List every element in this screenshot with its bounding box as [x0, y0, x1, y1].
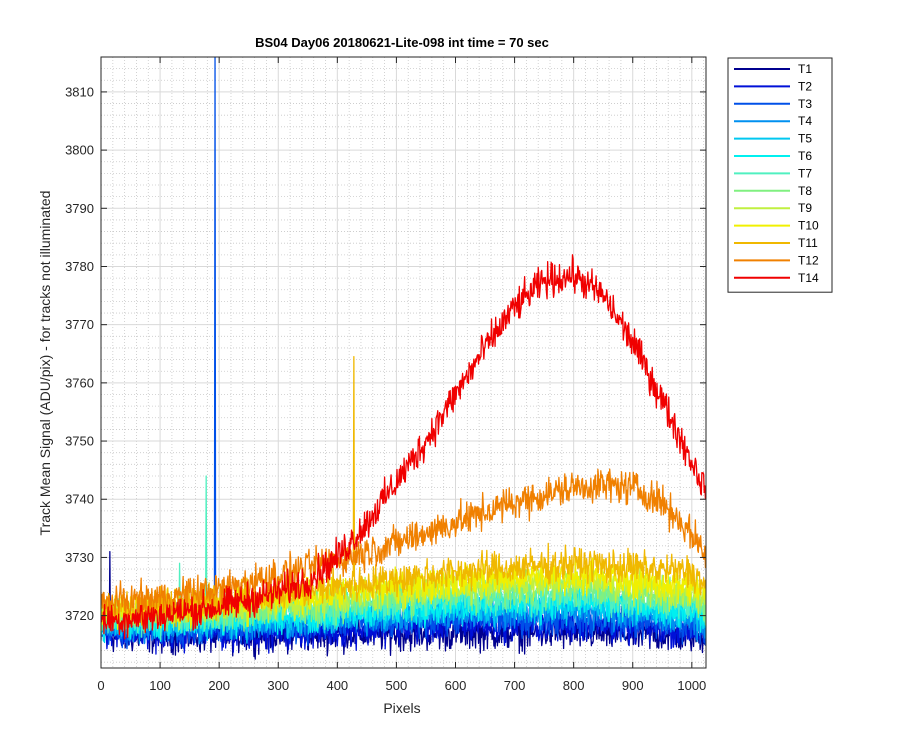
tick-layer: 0 100 200 300 400 500 600 700 800 900 1000 3720 3730…	[65, 57, 706, 693]
x-tick-label: 900	[622, 678, 644, 693]
series-line-t12	[101, 468, 706, 620]
x-tick-label: 100	[149, 678, 171, 693]
y-tick-label: 3800	[65, 143, 94, 158]
y-tick-label: 3720	[65, 608, 94, 623]
x-tick-label: 800	[563, 678, 585, 693]
chart-title: BS04 Day06 20180621-Lite-098 int time = …	[255, 35, 549, 50]
legend-box	[727, 57, 833, 293]
x-tick-label: 1000	[677, 678, 706, 693]
legend-label-t9: T9	[798, 201, 812, 215]
series-line-t11	[101, 356, 706, 628]
legend-label-t3: T3	[798, 97, 812, 111]
series-line-t14	[101, 254, 706, 640]
y-tick-label: 3780	[65, 259, 94, 274]
x-tick-label: 0	[97, 678, 104, 693]
y-tick-label: 3790	[65, 201, 94, 216]
legend-label-t8: T8	[798, 184, 812, 198]
legend-label-t1: T1	[798, 62, 812, 76]
x-tick-label: 400	[326, 678, 348, 693]
y-tick-label: 3750	[65, 434, 94, 449]
series-layer	[101, 57, 706, 660]
legend-label-t5: T5	[798, 132, 812, 146]
legend-label-t2: T2	[798, 79, 812, 93]
y-axis-title: Track Mean Signal (ADU/pix) - for tracks…	[37, 191, 53, 536]
x-tick-label: 200	[208, 678, 230, 693]
x-tick-label: 700	[504, 678, 526, 693]
legend-label-t12: T12	[798, 253, 819, 267]
legend: T1 T2 T3 T4 T5 T6 T7 T8 T9 T10 T11 T12 T14	[727, 57, 833, 293]
y-tick-label: 3730	[65, 550, 94, 565]
y-tick-label: 3810	[65, 84, 94, 99]
legend-label-t14: T14	[798, 271, 819, 285]
x-tick-label: 300	[267, 678, 289, 693]
axes-box	[100, 56, 707, 669]
x-axis-title: Pixels	[383, 700, 420, 716]
legend-label-t11: T11	[798, 236, 818, 250]
legend-label-t6: T6	[798, 149, 812, 163]
legend-label-t4: T4	[798, 114, 812, 128]
y-tick-label: 3740	[65, 492, 94, 507]
legend-label-t7: T7	[798, 166, 812, 180]
y-tick-label: 3770	[65, 317, 94, 332]
x-tick-label: 500	[386, 678, 408, 693]
x-tick-label: 600	[445, 678, 467, 693]
y-tick-label: 3760	[65, 375, 94, 390]
legend-label-t10: T10	[798, 219, 819, 233]
